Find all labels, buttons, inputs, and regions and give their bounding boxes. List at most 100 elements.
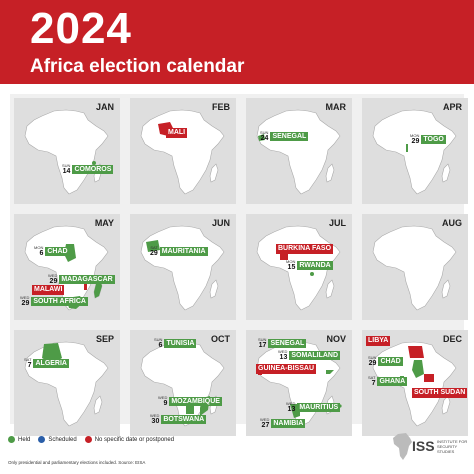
country-label: MOZAMBIQUE [169,396,222,407]
africa-continent [256,109,341,195]
weekday: WED [278,349,288,354]
country-highlight-botswana [186,406,194,414]
country-highlight-comoros [92,161,96,165]
day-number: 29 [49,278,58,285]
country-highlight-mauritania [146,240,160,252]
month-label: AUG [442,218,462,228]
header-banner: 2024 Africa election calendar [0,0,474,84]
country-highlight-madagascar [94,280,102,298]
country-label: GHANA [377,376,408,387]
africa-map-icon [24,109,109,195]
country-label: BOTSWANA [161,414,207,425]
africa-map-icon [372,109,457,195]
calendar-subtitle: Africa election calendar [30,56,245,77]
legend-label-held: Held [18,436,31,443]
country-highlight-libya [408,346,424,358]
election-marker: SUN 29 CHAD [368,356,403,367]
legend: Held Scheduled No specific date or postp… [8,436,182,443]
country-label: SOUTH SUDAN [412,388,468,398]
weekday: SUN [154,337,163,342]
election-marker: MON 29 TOGO [410,134,446,145]
election-date: WED 30 [150,413,160,426]
election-marker: SUN 6 TUNISIA [154,337,197,350]
day-number: 13 [287,406,296,413]
election-date: SUN 24 [260,130,269,143]
election-date: SAT 7 [368,375,376,388]
month-label: JAN [95,102,114,112]
madagascar-island [209,163,219,183]
calendar-grid: JAN SUN 14 COMOROS FEB MALI MAR SUN 24 SENEGAL APR… [10,94,468,436]
election-date: SUN 29 [368,355,377,368]
country-label: MAURITANIA [159,246,208,257]
month-panel-jan: JAN SUN 14 COMOROS [14,98,120,204]
weekday: SAT [368,375,376,380]
weekday: WED [48,273,58,278]
weekday: MON [286,259,296,264]
legend-item-scheduled: Scheduled [38,436,77,443]
election-marker: SUN 17 SENEGAL [258,338,307,349]
country-label: MAURITIUS [297,402,341,413]
country-label: MALI [166,128,188,138]
country-label: NAMIBIA [271,418,306,429]
election-date: SAT 29 [150,246,158,258]
weekday: MON [34,245,44,250]
scheduled-dot-icon [38,436,46,443]
weekday: WED [158,395,168,400]
month-label: SEP [95,334,114,344]
month-label: DEC [442,334,462,344]
weekday: SUN [260,130,269,135]
africa-continent [372,109,457,195]
month-label: APR [442,102,462,112]
country-label: RWANDA [297,260,333,271]
country-label: CHAD [378,356,403,367]
day-number: 29 [150,250,158,257]
footnote: Only presidential and parliamentary elec… [8,460,146,465]
month-panel-oct: OCT SUN 6 TUNISIA WED 9 MOZAMBIQUE WED 30 BOTSWAN… [130,330,236,436]
election-date: WED 27 [260,418,270,430]
day-number: 17 [258,342,267,349]
legend-label-no-date: No specific date or postponed [94,436,175,443]
madagascar-island [441,163,451,183]
election-date: MON 29 [410,134,419,146]
day-number: 29 [21,300,30,307]
election-marker: WED 13 SOMALILAND [278,349,341,361]
iss-logo: ISS INSTITUTE FOR SECURITY STUDIES [392,432,468,466]
weekday: SAT [24,357,32,362]
weekday: SUN [368,355,377,360]
month-panel-jul: JUL BURKINA FASO MON 15 RWANDA [246,214,352,320]
africa-logo-icon [393,433,412,460]
day-number: 27 [261,422,270,429]
country-highlight-senegal [258,134,265,141]
election-marker: WED 29 MADAGASCAR [48,274,115,285]
country-label: MADAGASCAR [59,274,115,285]
country-highlight-rwanda [310,272,314,276]
election-date: SUN 14 [62,164,70,176]
legend-item-no-date: No specific date or postponed [84,436,175,443]
africa-map-icon [140,109,225,195]
country-highlight-south-sudan [424,374,434,382]
country-label: COMOROS [72,164,114,175]
country-highlight-togo [406,144,408,152]
day-number: 29 [368,360,377,367]
country-label: LIBYA [366,336,391,346]
month-panel-sep: SEP SAT 7 ALGERIA [14,330,120,436]
election-date: MON 6 [34,245,44,258]
election-marker: WED 13 MAURITIUS [286,402,341,413]
day-number: 9 [163,400,168,407]
weekday: WED [150,413,160,418]
country-label: TUNISIA [164,338,197,349]
election-date: WED 29 [48,273,58,286]
logo-text: INSTITUTE FOR SECURITY STUDIES [437,439,468,454]
month-panel-apr: APR MON 29 TOGO [362,98,468,204]
legend-item-held: Held [8,436,30,443]
election-marker: SAT 7 GHANA [368,375,408,388]
month-label: MAY [94,218,114,228]
election-date: WED 9 [158,395,168,408]
country-highlight-somaliland [326,370,334,374]
election-date: SUN 6 [154,337,163,350]
election-marker: MALAWI [32,285,65,295]
month-panel-aug: AUG [362,214,468,320]
madagascar-island [441,279,451,299]
month-label: JUN [211,218,230,228]
africa-map-icon [24,341,109,427]
